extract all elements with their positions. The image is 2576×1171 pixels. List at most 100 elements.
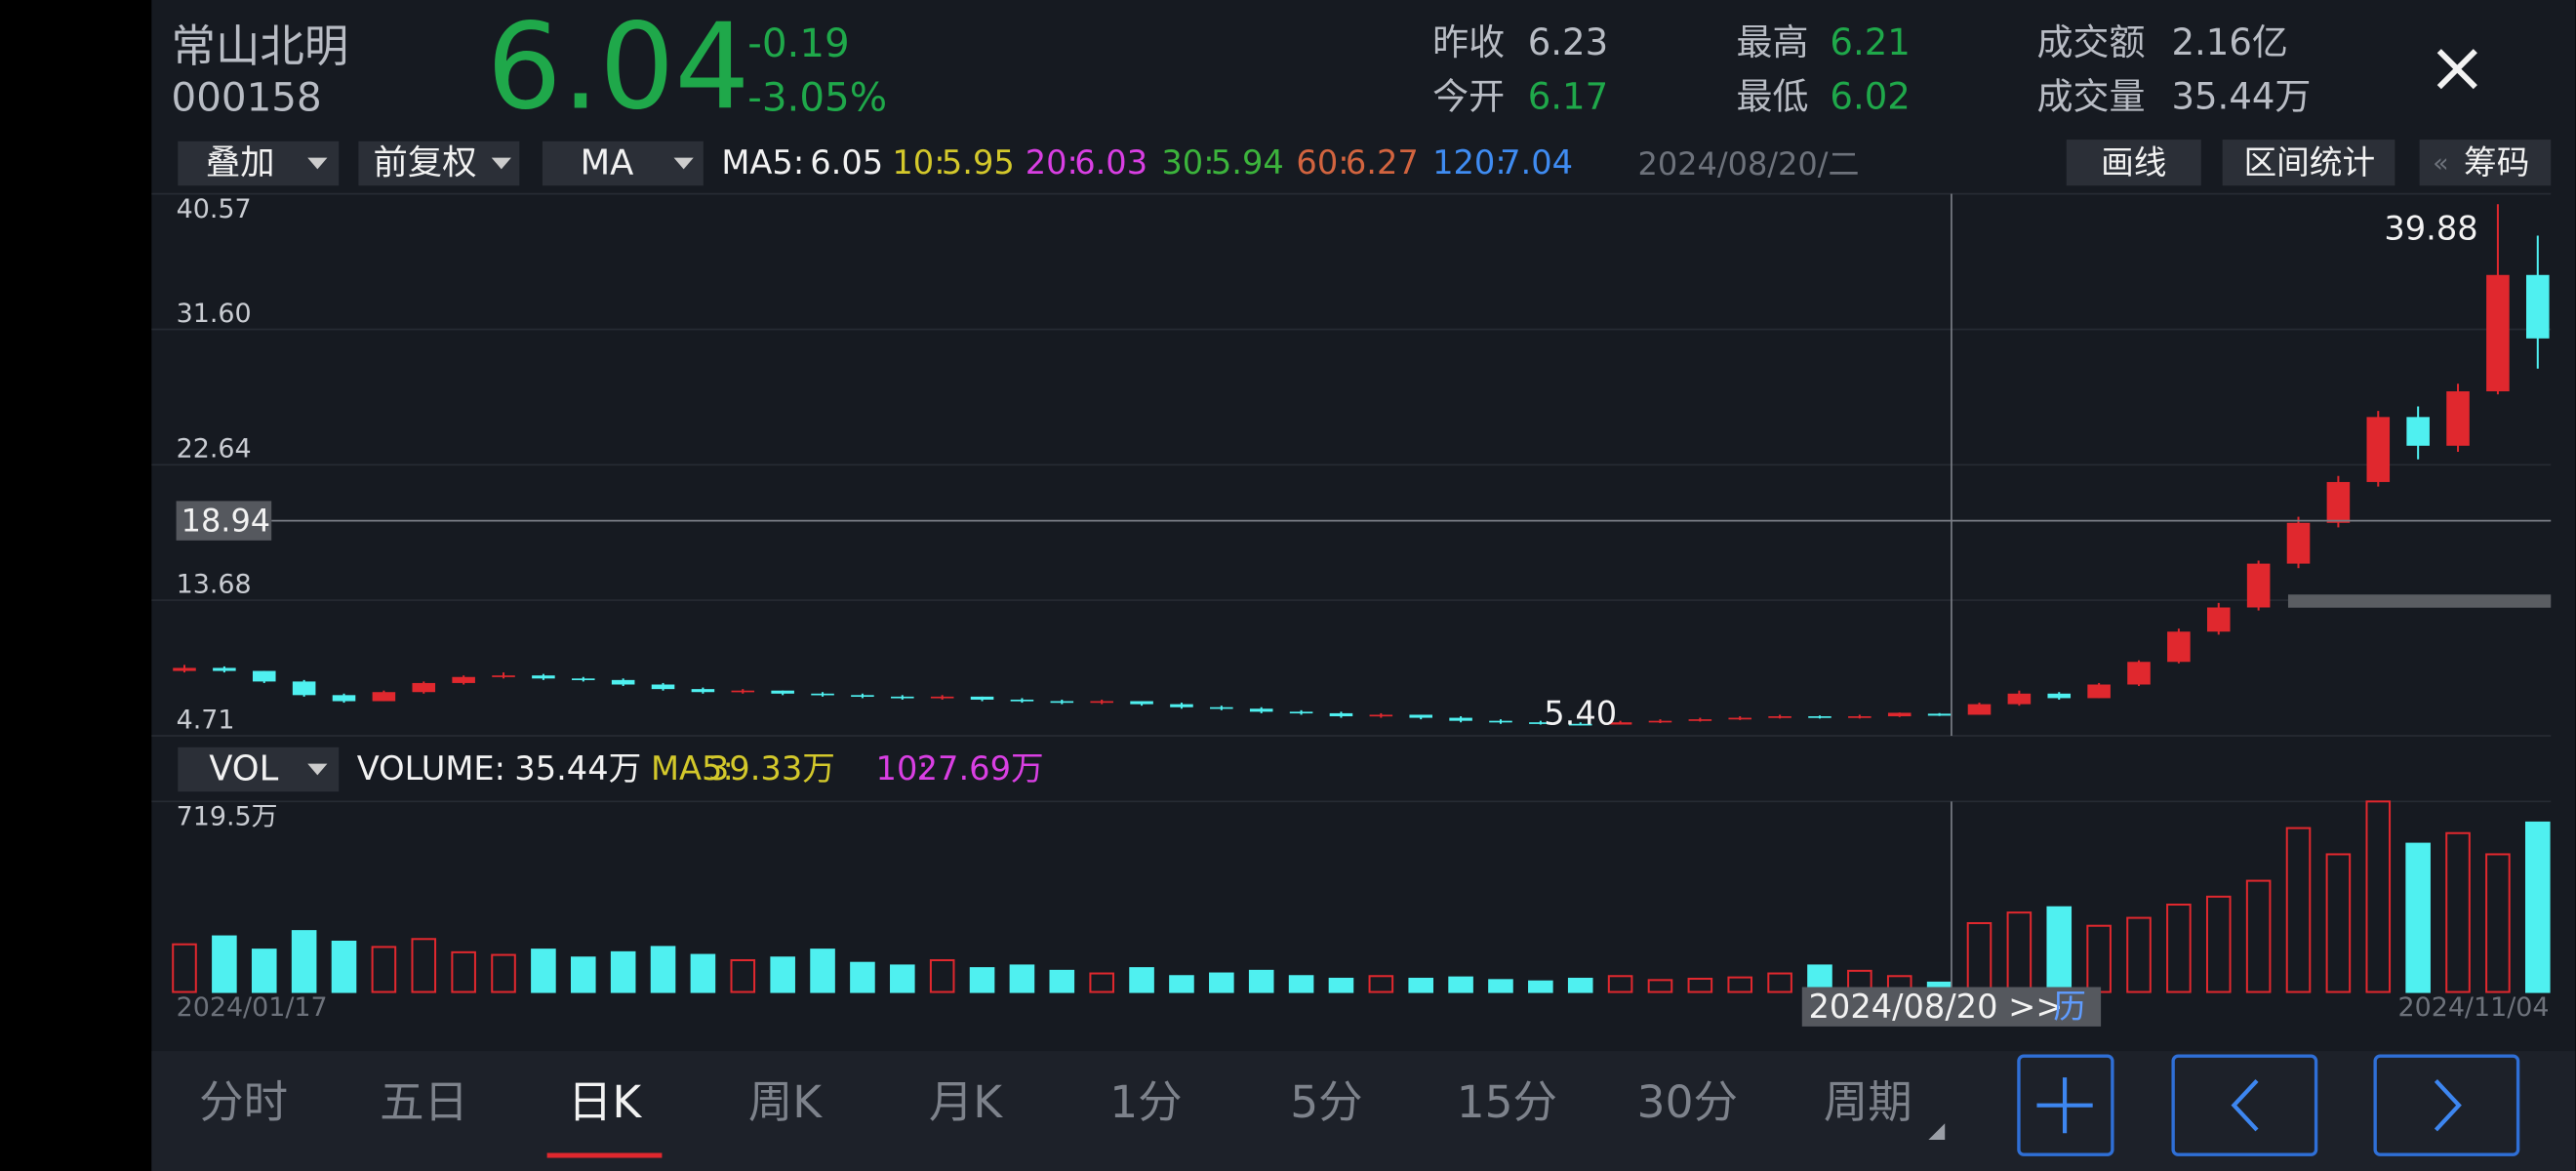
- toolbar-button[interactable]: 区间统计: [2222, 140, 2395, 186]
- period-tabs: 分时 五日 日K 周K 月K 1分 5分 15分 30分 周期: [199, 1076, 1912, 1158]
- volume-bar: [1727, 976, 1753, 993]
- crosshair-price: 18.94: [181, 502, 271, 539]
- prev-button[interactable]: [2171, 1054, 2318, 1156]
- candle-body: [1050, 701, 1074, 704]
- volume-bar: [570, 956, 596, 993]
- last-price: 6.04: [487, 0, 750, 137]
- date-label: 2024/11/04: [2397, 992, 2549, 1023]
- vol-value: 35.44万: [514, 749, 641, 787]
- volume-bar: [1488, 979, 1513, 993]
- candle-body: [1449, 717, 1472, 721]
- y-tick-label: 22.64: [177, 434, 252, 464]
- candle-body: [292, 681, 316, 696]
- period-tab[interactable]: 日K: [568, 1076, 642, 1128]
- candle-body: [1808, 716, 1831, 718]
- volume-bar: [2445, 831, 2471, 993]
- candle-body: [571, 678, 595, 680]
- price-change-pct: -3.05%: [747, 75, 887, 121]
- vol-value: 39.33万: [708, 749, 835, 787]
- ma-value: 6.03: [1074, 143, 1147, 182]
- volume-bar: [331, 940, 357, 993]
- period-tab[interactable]: 周期: [1824, 1076, 1912, 1128]
- period-tab[interactable]: 1分: [1109, 1076, 1182, 1128]
- candle-body: [492, 675, 515, 677]
- volume-bar: [491, 953, 516, 993]
- volume-bar: [929, 958, 955, 993]
- vol-value: 27.69万: [917, 749, 1044, 787]
- candle-body: [1728, 717, 1752, 720]
- volume-bar: [1448, 976, 1473, 993]
- candle-body: [452, 676, 475, 683]
- candle-body: [891, 696, 914, 699]
- ma-value: 5.95: [942, 143, 1015, 182]
- candle-body: [1090, 701, 1113, 704]
- candle-body: [332, 695, 356, 702]
- active-tab-underline: [546, 1152, 663, 1158]
- volume-bar: [2166, 903, 2192, 993]
- stat-value: 6.02: [1830, 75, 1910, 117]
- dropdown[interactable]: VOL: [178, 747, 340, 792]
- volume-bar: [2205, 895, 2232, 993]
- volume-bar: [1328, 977, 1354, 993]
- y-tick-label: 40.57: [177, 194, 252, 224]
- candle-body: [1210, 707, 1233, 709]
- period-tab[interactable]: 5分: [1290, 1076, 1362, 1128]
- dropdown[interactable]: 前复权: [358, 141, 520, 186]
- toolbar-button[interactable]: 画线: [2066, 140, 2201, 186]
- candle-body: [771, 690, 794, 694]
- volume-bar: [172, 943, 197, 993]
- next-button[interactable]: [2373, 1054, 2520, 1156]
- y-tick-label: 13.68: [177, 569, 252, 599]
- candle-body: [651, 684, 675, 690]
- ma-value: 5.94: [1211, 143, 1284, 182]
- button-label: 筹码: [2464, 143, 2529, 182]
- volume-bar: [1408, 977, 1434, 993]
- volume-bar: [2046, 906, 2073, 993]
- candle-body: [1688, 719, 1712, 721]
- candle-body: [1329, 712, 1353, 717]
- price-change: -0.19: [747, 20, 849, 66]
- ma-label: 60:: [1296, 143, 1348, 182]
- period-tab[interactable]: 周K: [748, 1076, 823, 1128]
- candle-body: [1967, 704, 1992, 715]
- stat-label: 成交量: [2036, 75, 2145, 117]
- dropdown[interactable]: MA: [542, 141, 704, 186]
- dropdown-label: VOL: [209, 748, 278, 788]
- volume-bar: [1687, 977, 1713, 993]
- volume-bar: [212, 935, 237, 993]
- volume-bar: [730, 958, 756, 993]
- period-tab[interactable]: 30分: [1637, 1076, 1738, 1128]
- volume-bar: [1368, 975, 1394, 993]
- stat-value: 2.16亿: [2171, 21, 2287, 63]
- volume-bar: [1129, 967, 1154, 993]
- volume-bar: [1209, 972, 1234, 993]
- candle-body: [1249, 708, 1273, 712]
- period-tab[interactable]: 15分: [1457, 1076, 1557, 1128]
- stat-label: 最高: [1736, 21, 1808, 63]
- candle-body: [1887, 712, 1912, 717]
- candle-body: [173, 667, 196, 671]
- candle-body: [2486, 274, 2510, 392]
- date-label: 2024/01/17: [177, 992, 328, 1023]
- volume-bar: [2365, 800, 2392, 993]
- crosshair-date[interactable]: 2024/08/20 >> 历: [1801, 987, 2102, 1027]
- period-tab[interactable]: 月K: [929, 1076, 1003, 1128]
- price-annotation: 39.88: [2384, 210, 2477, 248]
- candle-body: [252, 670, 276, 682]
- candle-body: [1130, 701, 1153, 705]
- close-button[interactable]: [2436, 49, 2477, 90]
- candle-body: [372, 692, 396, 702]
- add-button[interactable]: [2017, 1054, 2114, 1156]
- volume-bar: [690, 953, 716, 993]
- candle-body: [970, 696, 994, 700]
- dropdown[interactable]: 叠加: [178, 141, 340, 186]
- ma-value: 6.27: [1346, 143, 1419, 182]
- candle-body: [2087, 684, 2111, 699]
- vol-label: VOLUME:: [357, 749, 505, 787]
- period-tab[interactable]: 分时: [199, 1076, 288, 1128]
- history-link[interactable]: 历: [2053, 988, 2086, 1026]
- candle-body: [930, 696, 954, 699]
- toolbar-button[interactable]: « 筹码: [2419, 140, 2552, 186]
- period-tab[interactable]: 五日: [380, 1076, 468, 1128]
